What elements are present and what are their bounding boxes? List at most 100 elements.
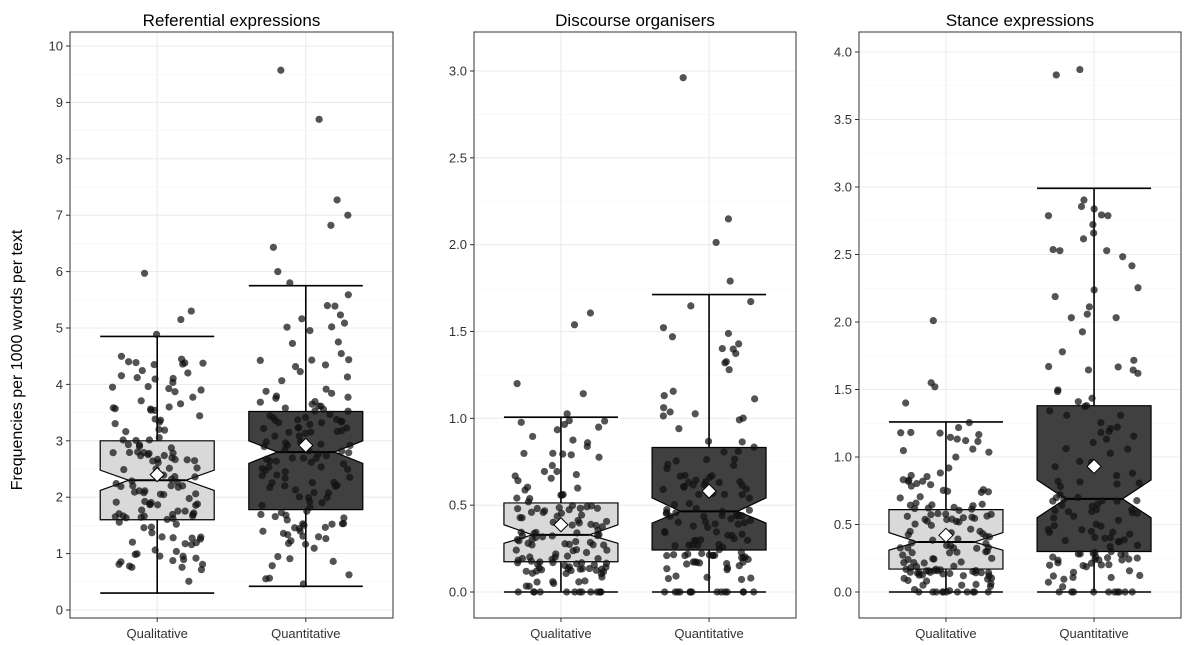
data-point [969, 502, 977, 510]
data-point [954, 423, 963, 432]
data-point [178, 482, 187, 490]
data-point [582, 548, 591, 557]
data-point [965, 418, 973, 427]
outlier-point [724, 215, 733, 223]
data-point [732, 349, 740, 358]
data-point [583, 439, 592, 447]
data-point [274, 552, 282, 561]
panel-title: Stance expressions [946, 11, 1094, 30]
data-point [555, 504, 563, 512]
data-point [668, 333, 677, 341]
data-point [737, 575, 746, 584]
data-point [1113, 497, 1121, 505]
data-point [191, 473, 199, 481]
data-point [957, 558, 965, 566]
data-point [345, 449, 353, 457]
data-point [184, 369, 192, 377]
data-point [311, 397, 319, 406]
data-point [908, 539, 916, 547]
data-point [602, 517, 611, 526]
data-point [945, 464, 953, 472]
data-point [1051, 463, 1059, 471]
data-point [945, 549, 954, 557]
data-point [158, 533, 166, 541]
data-point [738, 491, 746, 499]
data-point [595, 453, 603, 461]
data-point [197, 533, 205, 541]
data-point [683, 560, 691, 568]
data-point [972, 580, 980, 588]
data-point [568, 521, 576, 529]
data-point [1101, 534, 1109, 542]
data-point [145, 449, 153, 458]
data-point [738, 530, 746, 538]
box-quantitative [1036, 65, 1152, 596]
panel-border [473, 31, 797, 619]
data-point [151, 546, 159, 554]
data-point [124, 440, 132, 449]
data-point [1045, 362, 1053, 371]
data-point [706, 473, 714, 482]
data-point [1093, 500, 1102, 508]
data-point [575, 578, 583, 586]
data-point [603, 546, 611, 554]
data-point [1082, 563, 1090, 571]
data-point [1062, 445, 1070, 453]
data-point [298, 315, 306, 323]
data-point [308, 479, 317, 487]
data-point [172, 547, 180, 556]
data-point [154, 501, 162, 509]
data-point [943, 541, 951, 550]
data-point [1130, 356, 1138, 364]
data-point [906, 568, 914, 576]
data-point [700, 512, 708, 521]
data-point [675, 425, 683, 433]
data-point [271, 416, 280, 425]
data-point [339, 460, 348, 468]
data-point [1115, 588, 1123, 596]
data-point [663, 506, 671, 514]
data-point [978, 500, 986, 508]
data-point [128, 538, 137, 546]
data-point [970, 588, 979, 596]
data-point [910, 558, 918, 567]
data-point [1130, 432, 1138, 440]
data-point [148, 529, 156, 537]
data-point [578, 559, 586, 567]
data-point [985, 448, 993, 456]
data-point [916, 493, 924, 501]
data-point [128, 477, 136, 485]
data-point [1133, 554, 1141, 562]
y-tick-label: 3.0 [834, 180, 852, 195]
data-point [1084, 366, 1093, 374]
data-point [147, 523, 156, 531]
data-point [743, 536, 752, 544]
data-point [1067, 314, 1075, 322]
data-point [122, 428, 130, 436]
data-point [930, 555, 938, 563]
data-point [310, 489, 318, 497]
data-point [285, 428, 293, 436]
data-point [569, 436, 577, 444]
data-point [718, 507, 727, 516]
data-point [672, 509, 680, 517]
x-tick-label: Qualitative [126, 626, 187, 641]
data-point [185, 494, 193, 503]
data-point [344, 291, 352, 299]
data-point [1128, 262, 1136, 270]
data-point [1055, 588, 1063, 596]
outlier-point [570, 321, 579, 329]
data-point [272, 394, 280, 402]
data-point [738, 438, 746, 446]
data-point [138, 506, 146, 514]
data-point [337, 349, 345, 358]
data-point [747, 574, 755, 582]
box-qualitative [503, 309, 619, 596]
data-point [152, 330, 161, 338]
data-point [266, 457, 274, 465]
data-point [922, 567, 931, 575]
data-point [666, 408, 674, 416]
data-point [736, 478, 744, 486]
x-tick-label: Qualitative [915, 626, 976, 641]
data-point [1125, 555, 1133, 563]
